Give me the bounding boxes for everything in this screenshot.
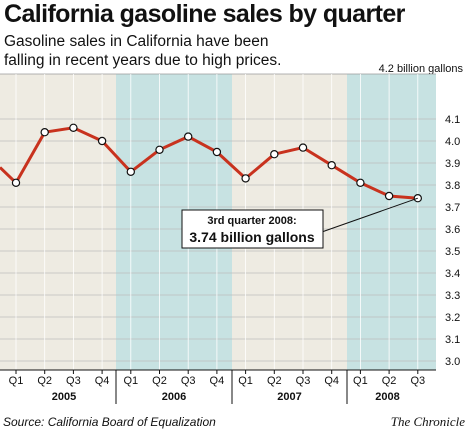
year-label-2008: 2008 [375, 391, 399, 403]
data-point [241, 174, 250, 183]
y-tick-label: 3.9 [445, 158, 460, 170]
y-tick-label: 3.0 [445, 356, 460, 368]
y-tick-label: 3.7 [445, 202, 460, 214]
unit-label: 4.2 billion gallons [378, 63, 463, 75]
x-tick-label: Q2 [382, 375, 397, 387]
year-label-2005: 2005 [52, 391, 76, 403]
data-point [40, 127, 49, 137]
data-point [69, 123, 78, 133]
y-tick-label: 3.3 [445, 290, 460, 302]
x-tick-label: Q3 [181, 375, 196, 387]
year-label-2006: 2006 [162, 391, 186, 403]
credit: The Chronicle [390, 414, 465, 429]
data-point [212, 147, 222, 157]
y-tick-label: 3.8 [445, 180, 460, 192]
annotation-text-line1: 3rd quarter 2008: [207, 215, 296, 227]
y-tick-label: 3.6 [445, 224, 460, 236]
y-tick-label: 3.5 [445, 246, 460, 258]
y-tick-label: 3.4 [445, 268, 460, 280]
year-band-2008 [347, 74, 436, 370]
x-tick-label: Q3 [66, 375, 81, 387]
data-point [97, 136, 107, 146]
data-point [126, 167, 136, 176]
y-tick-label: 3.2 [445, 312, 460, 324]
y-tick-label: 3.1 [445, 334, 460, 346]
x-tick-label: Q1 [123, 375, 138, 387]
x-tick-label: Q2 [152, 375, 167, 387]
x-tick-label: Q4 [95, 375, 110, 387]
data-point [270, 149, 279, 159]
chart-title: California gasoline sales by quarter [4, 0, 405, 28]
year-band-2005 [0, 74, 116, 370]
y-tick-label: 4.0 [445, 136, 460, 148]
data-point [183, 132, 193, 141]
data-point [356, 178, 365, 187]
x-tick-label: Q2 [267, 375, 282, 387]
annotation-text-line2: 3.74 billion gallons [189, 229, 314, 245]
year-label-2007: 2007 [277, 391, 301, 403]
series-line [0, 126, 418, 200]
source-note: Source: California Board of Equalization [3, 415, 216, 429]
x-tick-label: Q1 [353, 375, 368, 387]
data-point [155, 145, 164, 154]
data-point [384, 191, 394, 201]
x-tick-label: Q3 [296, 375, 311, 387]
data-point [413, 193, 422, 203]
x-tick-label: Q4 [210, 375, 225, 387]
y-tick-label: 4.1 [445, 114, 460, 126]
x-tick-label: Q3 [410, 375, 425, 387]
x-tick-label: Q4 [324, 375, 339, 387]
annotation-box [181, 209, 324, 249]
data-point [11, 178, 21, 187]
x-tick-label: Q1 [238, 375, 253, 387]
data-point [298, 143, 308, 152]
chart-subtitle: Gasoline sales in California have been f… [4, 33, 282, 69]
data-point [327, 160, 336, 170]
x-tick-label: Q2 [37, 375, 52, 387]
x-tick-label: Q1 [9, 375, 24, 387]
